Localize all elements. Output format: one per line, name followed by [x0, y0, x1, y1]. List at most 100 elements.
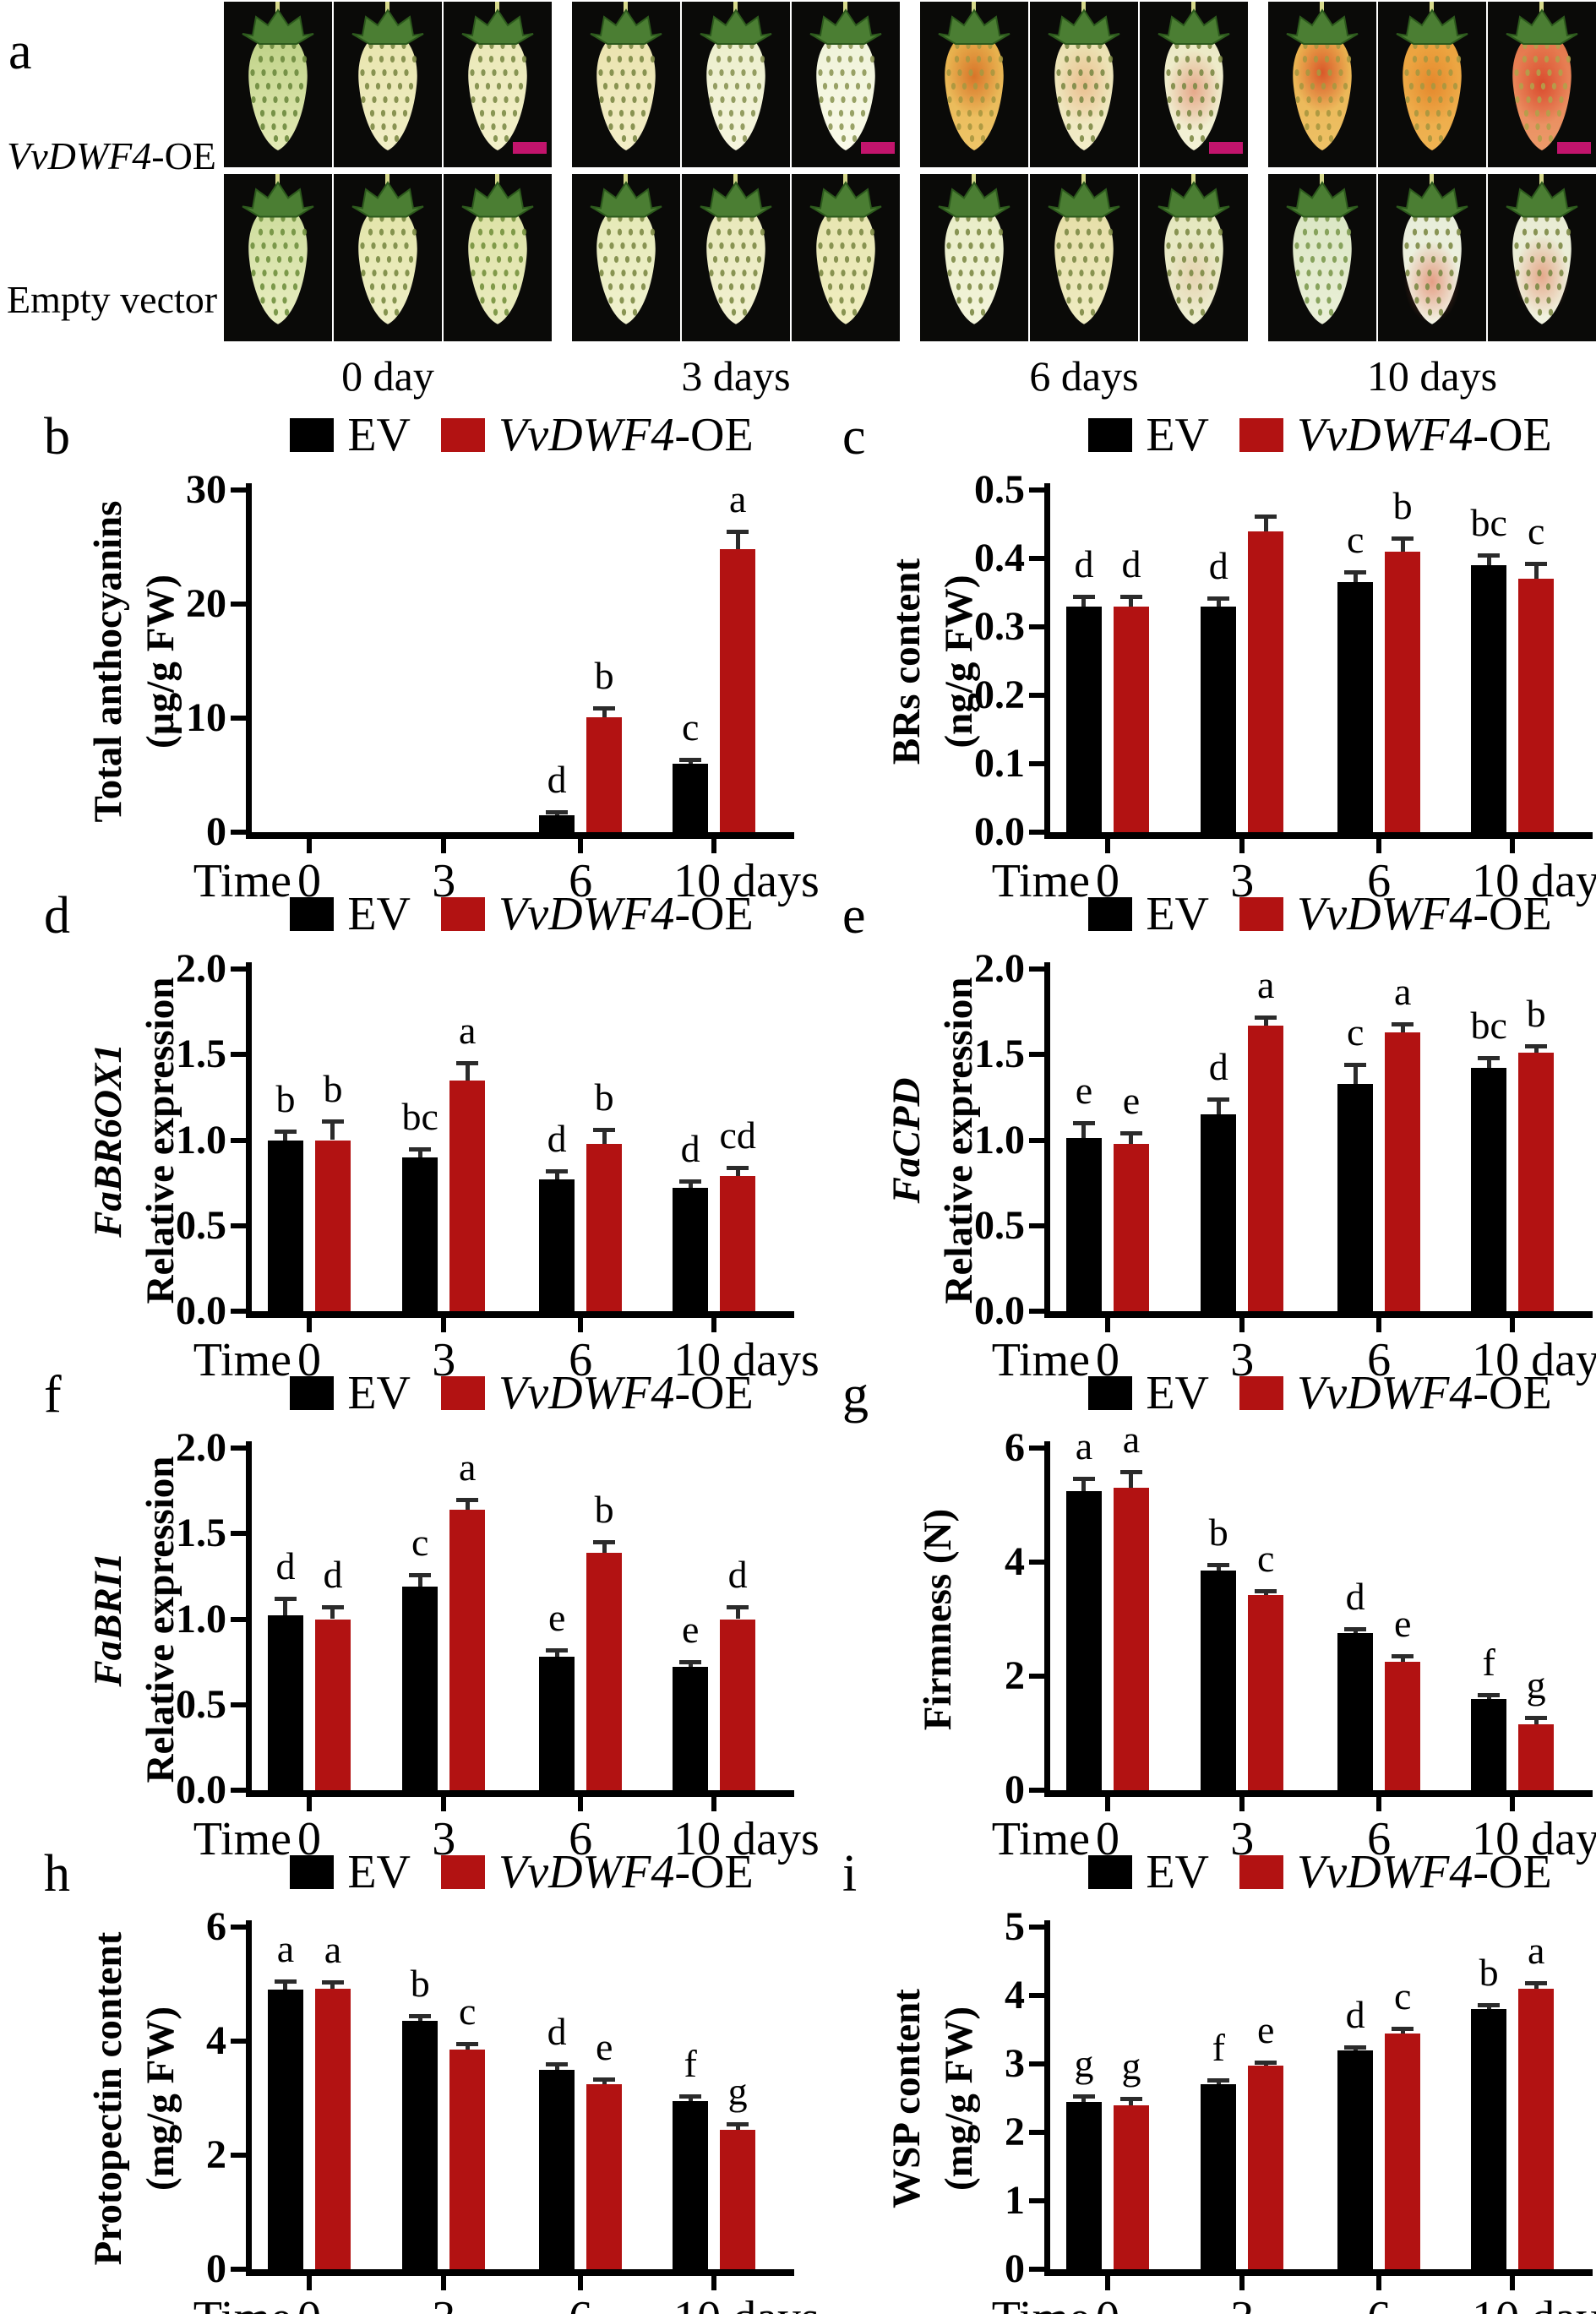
significance-letter: d — [680, 1127, 700, 1171]
y-tick-label: 1 — [1005, 2178, 1025, 2223]
y-tick-mark — [1029, 761, 1046, 766]
y-tick-label: 2 — [1005, 2110, 1025, 2154]
bar-oe-day6 — [586, 2083, 623, 2269]
error-bar — [688, 1181, 693, 1189]
significance-letter: c — [1346, 1010, 1364, 1054]
legend: EV VvDWF4-OE — [249, 411, 794, 460]
photo-row-empty-vector — [1268, 174, 1596, 341]
y-tick-label: 0.4 — [974, 536, 1025, 580]
chart-panel-f: f EV VvDWF4-OE FaBRI1 Relative expression 0.0… — [0, 1355, 820, 1865]
error-bar — [602, 1130, 607, 1144]
significance-letter: c — [1527, 509, 1545, 553]
error-bar-cap — [679, 1179, 702, 1184]
y-tick-mark — [1029, 1446, 1046, 1451]
error-bar — [1216, 1098, 1221, 1115]
legend: EV VvDWF4-OE — [1048, 890, 1593, 939]
legend-item-oe: VvDWF4-OE — [1239, 1848, 1552, 1896]
y-tick-label: 4 — [206, 2018, 226, 2063]
photo-row-empty-vector — [224, 174, 552, 341]
bar-ev-day3 — [402, 2021, 438, 2269]
error-bar-cap — [1072, 1121, 1095, 1126]
chart-panel-d: d EV VvDWF4-OE FaBR6OX1 Relative expression 0… — [0, 876, 820, 1386]
x-tick-label-day6: 6 — [569, 1813, 593, 1865]
strawberry-photo — [351, 174, 424, 324]
chart-panel-b: b EV VvDWF4-OE Total anthocyanins (µg/g FW) 0… — [0, 397, 820, 907]
significance-letter: g — [1121, 2044, 1141, 2088]
x-tick-label-day3: 3 — [1191, 2292, 1293, 2314]
x-axis-time-label: Time — [991, 855, 1090, 907]
x-axis-line — [246, 1790, 794, 1797]
bar-oe-day0 — [1113, 1143, 1149, 1311]
bar-ev-day0 — [267, 1990, 303, 2269]
x-axis-line — [246, 2269, 794, 2276]
error-bar-cap — [409, 2013, 432, 2018]
error-bar-cap — [456, 2042, 479, 2047]
significance-letter: a — [276, 1927, 295, 1971]
y-tick-mark — [231, 1788, 248, 1793]
error-bar — [1216, 597, 1221, 607]
bar-ev-day0 — [267, 1615, 303, 1790]
panel-letter-e: e — [842, 887, 866, 945]
error-bar-cap — [1525, 1044, 1548, 1049]
x-tick-label-day6: 6 — [1367, 1334, 1392, 1386]
error-bar — [1533, 564, 1539, 580]
significance-letter: d — [323, 1553, 343, 1597]
error-bar — [1216, 1565, 1221, 1571]
error-bar-cap — [1207, 1097, 1230, 1102]
error-bar-cap — [1344, 2044, 1367, 2050]
bar-ev-day10 — [673, 764, 709, 832]
y-tick-label: 5 — [1005, 1904, 1025, 1949]
legend-label-ev: EV — [1146, 1846, 1209, 1898]
error-bar-cap — [321, 1605, 344, 1610]
legend-label-ev: EV — [347, 888, 411, 940]
y-tick-label: 0.0 — [974, 1288, 1025, 1333]
significance-letter: b — [1479, 1951, 1499, 1995]
significance-letter: d — [547, 2010, 567, 2053]
error-bar-cap — [546, 1168, 569, 1173]
strawberry-photo — [1396, 2, 1468, 150]
panel-letter-c: c — [842, 408, 866, 466]
y-tick-label: 0.0 — [974, 809, 1025, 854]
bar-oe-day6 — [586, 1143, 623, 1311]
error-bar — [1129, 596, 1134, 607]
significance-letter: a — [459, 1009, 477, 1053]
error-bar — [465, 1063, 470, 1081]
x-tick-label-day10-days: 10 days — [673, 2292, 893, 2314]
error-bar — [1129, 1472, 1134, 1489]
x-axis-time-label: Time — [908, 2292, 1090, 2314]
row-label-vvdwf4-oe: VvDWF4-OE — [3, 135, 220, 177]
significance-letter: e — [1075, 1069, 1093, 1113]
error-bar — [1129, 2098, 1134, 2105]
strawberry-cell — [1378, 174, 1486, 341]
y-tick-mark — [231, 966, 248, 972]
y-tick-mark — [1029, 1560, 1046, 1565]
row-label-empty-vector: Empty vector — [7, 278, 218, 321]
legend-item-ev: EV — [1088, 411, 1209, 459]
error-bar-cap — [1478, 1056, 1501, 1061]
strawberry-cell — [1140, 174, 1248, 341]
significance-letter: e — [1122, 1079, 1141, 1123]
legend: EV VvDWF4-OE — [249, 1848, 794, 1897]
error-bar — [602, 707, 607, 717]
strawberry-photo — [938, 174, 1010, 324]
bar-ev-day6 — [539, 1179, 575, 1311]
photo-row-vvdwf4-oe — [224, 2, 552, 167]
error-bar-cap — [593, 1540, 616, 1545]
bar-ev-day3 — [1201, 1571, 1237, 1790]
strawberry-photo — [938, 2, 1010, 150]
y-tick-label: 0 — [1005, 1767, 1025, 1812]
strawberry-photo — [242, 2, 314, 150]
error-bar-cap — [1072, 1476, 1095, 1481]
panel-a-photos: a VvDWF4-OE Empty vector 0 day 3 days 6 da… — [0, 0, 1596, 397]
error-bar-cap — [546, 2062, 569, 2066]
significance-letter: bc — [401, 1094, 438, 1138]
y-tick-label: 1.5 — [176, 1032, 226, 1077]
x-tick-mark — [1104, 1318, 1110, 1332]
x-axis-line — [1044, 1311, 1593, 1318]
y-axis-line — [1044, 483, 1050, 836]
x-tick-mark — [1510, 839, 1516, 853]
strawberry-cell — [1488, 2, 1596, 167]
y-tick-label: 2.0 — [176, 946, 226, 991]
bar-ev-day0 — [1065, 1138, 1102, 1311]
x-tick-mark — [1239, 1797, 1245, 1811]
